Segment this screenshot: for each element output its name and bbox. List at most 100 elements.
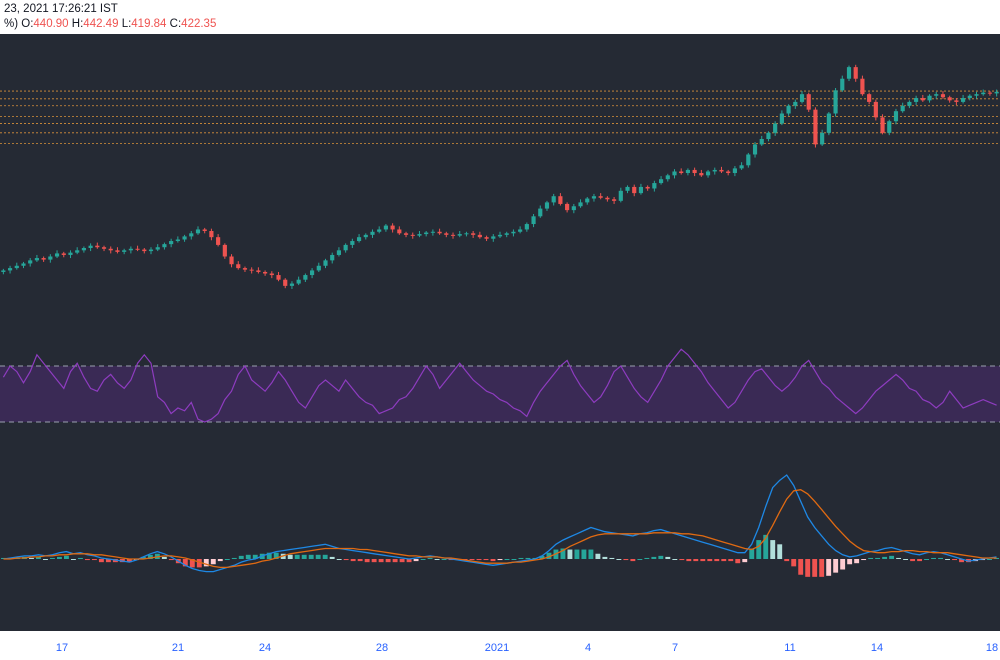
macd-hist-bar: [301, 554, 307, 559]
macd-hist-bar: [476, 559, 482, 561]
macd-hist-bar: [203, 559, 209, 567]
macd-hist-bar: [329, 556, 335, 559]
macd-hist-bar: [182, 559, 188, 567]
candle-body: [531, 216, 536, 225]
x-tick-label: 7: [672, 642, 678, 654]
candle-body: [806, 94, 811, 110]
candle-body: [578, 202, 583, 207]
candle-body: [598, 196, 603, 198]
candle-body: [122, 250, 127, 252]
macd-hist-bar: [273, 552, 279, 559]
candle-body: [155, 247, 160, 250]
macd-hist-bar: [714, 559, 720, 562]
macd-hist-bar: [161, 556, 167, 559]
candle-body: [524, 224, 529, 230]
macd-hist-bar: [959, 559, 964, 563]
macd-hist-bar: [847, 559, 853, 565]
candle-body: [887, 121, 892, 133]
candle-body: [793, 101, 798, 106]
candle-body: [846, 67, 852, 79]
candle-body: [920, 98, 925, 101]
candle-body: [833, 90, 838, 114]
macd-hist-bar: [546, 552, 552, 559]
candle-body: [813, 109, 818, 145]
candle-body: [397, 229, 402, 234]
macd-hist-bar: [700, 559, 706, 562]
macd-hist-bar: [777, 544, 783, 559]
candle-body: [437, 231, 442, 234]
candle-body: [88, 245, 93, 248]
candle-body: [216, 237, 221, 245]
candle-body: [81, 247, 86, 251]
macd-hist-bar: [126, 559, 132, 563]
candle-body: [954, 100, 959, 102]
macd-hist-bar: [658, 555, 664, 559]
candle-body: [752, 144, 758, 155]
macd-hist-bar: [357, 559, 363, 562]
candle-body: [893, 111, 899, 122]
candle-body: [276, 275, 281, 280]
candle-body: [330, 254, 335, 261]
macd-hist-bar: [294, 554, 300, 559]
macd-hist-bar: [616, 559, 622, 560]
candle-body: [961, 98, 966, 102]
macd-hist-bar: [497, 559, 503, 561]
macd-hist-bar: [602, 556, 608, 559]
candle-body: [256, 270, 261, 272]
candle-body: [538, 208, 543, 217]
high-label: H:: [71, 18, 84, 30]
low-value: 419.84: [131, 18, 167, 30]
macd-hist-bar: [924, 559, 930, 560]
candle-body: [471, 233, 476, 235]
candle-body: [491, 236, 496, 239]
candle-body: [148, 249, 154, 252]
macd-hist-bar: [784, 559, 790, 562]
macd-hist-bar: [889, 555, 895, 559]
candle-body: [283, 279, 288, 286]
candle-body: [658, 179, 664, 184]
candle-body: [947, 97, 952, 101]
macd-hist-bar: [854, 559, 860, 564]
macd-hist-bar: [819, 559, 825, 577]
price-chart[interactable]: [0, 34, 1000, 631]
macd-hist-bar: [413, 559, 419, 562]
macd-hist-bar: [490, 559, 496, 562]
candle-body: [497, 234, 503, 237]
x-tick-label: 17: [56, 642, 68, 654]
candle-body: [222, 244, 227, 257]
macd-hist-bar: [868, 557, 874, 559]
candle-body: [356, 237, 362, 242]
macd-hist-bar: [385, 559, 391, 563]
x-tick-label: 2021: [485, 642, 509, 654]
chart-header: 23, 2021 17:26:21 IST %) O:440.90 H:442.…: [0, 0, 1000, 34]
candle-body: [403, 233, 409, 235]
candle-body: [565, 203, 570, 211]
macd-hist-bar: [252, 554, 258, 559]
macd-hist-bar: [105, 559, 111, 563]
candle-body: [940, 94, 946, 98]
candle-body: [987, 92, 993, 94]
x-tick-label: 11: [784, 642, 795, 654]
candle-body: [981, 92, 986, 95]
candle-body: [665, 175, 670, 180]
candle-body: [652, 183, 657, 189]
macd-hist-bar: [29, 557, 34, 559]
macd-hist-bar: [812, 559, 818, 577]
macd-hist-bar: [469, 559, 475, 561]
candle-body: [692, 169, 697, 174]
candle-body: [712, 169, 717, 172]
macd-hist-bar: [518, 557, 524, 559]
macd-hist-bar: [266, 552, 272, 559]
macd-hist-bar: [378, 559, 384, 563]
macd-hist-bar: [224, 559, 230, 560]
macd-hist-bar: [896, 557, 902, 559]
macd-hist-bar: [931, 557, 937, 559]
candle-body: [484, 237, 489, 239]
candle-body: [343, 244, 348, 251]
macd-hist-bar: [539, 555, 545, 559]
macd-hist-bar: [728, 559, 734, 562]
candle-body: [7, 268, 13, 271]
macd-hist-bar: [140, 556, 146, 559]
macd-hist-bar: [735, 559, 741, 564]
candle-body: [900, 105, 905, 112]
